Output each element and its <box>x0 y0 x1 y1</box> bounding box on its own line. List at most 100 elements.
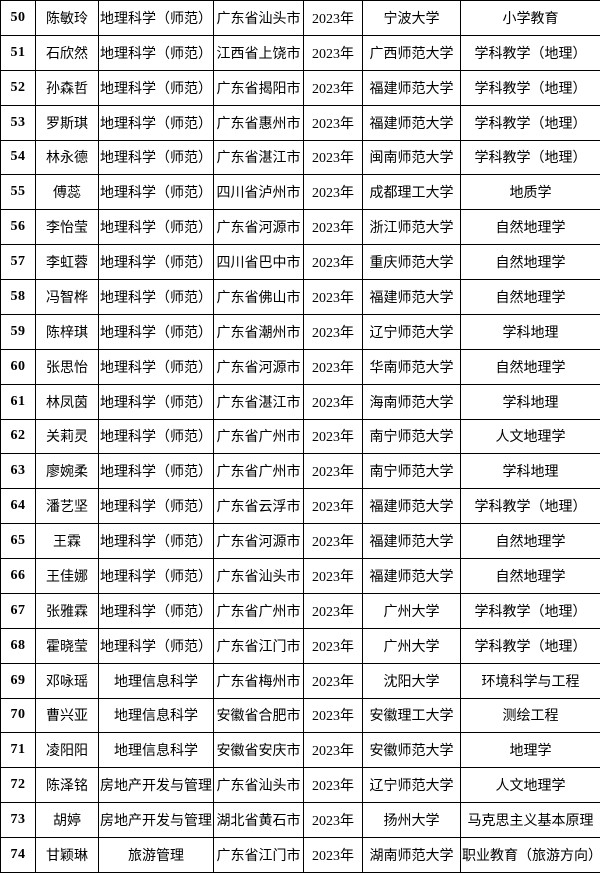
origin-city-cell: 广东省广州市 <box>213 453 304 490</box>
origin-city-cell: 广东省梅州市 <box>213 662 304 699</box>
major-cell: 地理科学（师范） <box>98 418 214 455</box>
student-name-cell: 李虹蓉 <box>35 244 99 280</box>
university-cell: 南宁师范大学 <box>362 418 461 455</box>
program-cell: 自然地理学 <box>460 348 600 385</box>
student-name-cell: 石欣然 <box>35 34 99 71</box>
university-cell: 宁波大学 <box>362 0 461 36</box>
row-number-cell: 74 <box>0 837 36 873</box>
row-number-cell: 69 <box>0 662 36 699</box>
table-row: 59 陈梓琪 地理科学（师范） 广东省潮州市 2023年 辽宁师范大学 学科地理 <box>0 313 600 350</box>
origin-city-cell: 广东省河源市 <box>213 523 304 559</box>
row-number-cell: 59 <box>0 313 36 350</box>
major-cell: 地理科学（师范） <box>98 558 214 594</box>
origin-city-cell: 广东省云浮市 <box>213 488 304 525</box>
table-row: 57 李虹蓉 地理科学（师范） 四川省巴中市 2023年 重庆师范大学 自然地理学 <box>0 244 600 280</box>
table-row: 70 曹兴亚 地理信息科学 安徽省合肥市 2023年 安徽理工大学 测绘工程 <box>0 697 600 734</box>
table-row: 72 陈泽铭 房地产开发与管理 广东省汕头市 2023年 辽宁师范大学 人文地理学 <box>0 767 600 804</box>
table-row: 54 林永德 地理科学（师范） 广东省湛江市 2023年 闽南师范大学 学科教学（地理） <box>0 139 600 176</box>
year-cell: 2023年 <box>303 244 363 280</box>
student-name-cell: 李怡莹 <box>35 209 99 246</box>
university-cell: 湖南师范大学 <box>362 837 461 873</box>
university-cell: 辽宁师范大学 <box>362 313 461 350</box>
year-cell: 2023年 <box>303 732 363 769</box>
major-cell: 地理科学（师范） <box>98 34 214 71</box>
origin-city-cell: 广东省汕头市 <box>213 767 304 804</box>
table-row: 74 甘颖琳 旅游管理 广东省江门市 2023年 湖南师范大学 职业教育（旅游方向） <box>0 837 600 873</box>
program-cell: 学科教学（地理） <box>460 488 600 525</box>
university-cell: 闽南师范大学 <box>362 139 461 176</box>
origin-city-cell: 广东省湛江市 <box>213 139 304 176</box>
row-number-cell: 68 <box>0 627 36 664</box>
table-row: 61 林凤茵 地理科学（师范） 广东省湛江市 2023年 海南师范大学 学科地理 <box>0 383 600 420</box>
major-cell: 地理科学（师范） <box>98 279 214 315</box>
university-cell: 成都理工大学 <box>362 174 461 211</box>
table-row: 63 廖婉柔 地理科学（师范） 广东省广州市 2023年 南宁师范大学 学科地理 <box>0 453 600 490</box>
origin-city-cell: 广东省汕头市 <box>213 0 304 36</box>
university-cell: 重庆师范大学 <box>362 244 461 280</box>
table-row: 51 石欣然 地理科学（师范） 江西省上饶市 2023年 广西师范大学 学科教学（地理） <box>0 34 600 71</box>
row-number-cell: 54 <box>0 139 36 176</box>
row-number-cell: 56 <box>0 209 36 246</box>
row-number-cell: 53 <box>0 104 36 141</box>
year-cell: 2023年 <box>303 453 363 490</box>
student-name-cell: 凌阳阳 <box>35 732 99 769</box>
university-cell: 福建师范大学 <box>362 523 461 559</box>
major-cell: 房地产开发与管理 <box>98 802 214 838</box>
student-name-cell: 孙森哲 <box>35 69 99 106</box>
year-cell: 2023年 <box>303 209 363 246</box>
university-cell: 辽宁师范大学 <box>362 767 461 804</box>
university-cell: 浙江师范大学 <box>362 209 461 246</box>
major-cell: 地理科学（师范） <box>98 244 214 280</box>
university-cell: 福建师范大学 <box>362 488 461 525</box>
program-cell: 自然地理学 <box>460 558 600 594</box>
origin-city-cell: 安徽省安庆市 <box>213 732 304 769</box>
year-cell: 2023年 <box>303 592 363 629</box>
major-cell: 地理科学（师范） <box>98 313 214 350</box>
university-cell: 华南师范大学 <box>362 348 461 385</box>
major-cell: 地理科学（师范） <box>98 0 214 36</box>
table-row: 66 王佳娜 地理科学（师范） 广东省汕头市 2023年 福建师范大学 自然地理学 <box>0 558 600 594</box>
university-cell: 扬州大学 <box>362 802 461 838</box>
major-cell: 地理科学（师范） <box>98 488 214 525</box>
table-row: 62 关莉灵 地理科学（师范） 广东省广州市 2023年 南宁师范大学 人文地理学 <box>0 418 600 455</box>
program-cell: 学科教学（地理） <box>460 34 600 71</box>
year-cell: 2023年 <box>303 488 363 525</box>
program-cell: 学科教学（地理） <box>460 69 600 106</box>
student-name-cell: 潘艺坚 <box>35 488 99 525</box>
row-number-cell: 63 <box>0 453 36 490</box>
major-cell: 地理科学（师范） <box>98 523 214 559</box>
year-cell: 2023年 <box>303 0 363 36</box>
university-cell: 沈阳大学 <box>362 662 461 699</box>
row-number-cell: 50 <box>0 0 36 36</box>
year-cell: 2023年 <box>303 348 363 385</box>
table-row: 60 张思怡 地理科学（师范） 广东省河源市 2023年 华南师范大学 自然地理学 <box>0 348 600 385</box>
program-cell: 马克思主义基本原理 <box>460 802 600 838</box>
student-name-cell: 林永德 <box>35 139 99 176</box>
year-cell: 2023年 <box>303 662 363 699</box>
row-number-cell: 66 <box>0 558 36 594</box>
table-row: 53 罗斯琪 地理科学（师范） 广东省惠州市 2023年 福建师范大学 学科教学（地理） <box>0 104 600 141</box>
table-row: 71 凌阳阳 地理信息科学 安徽省安庆市 2023年 安徽师范大学 地理学 <box>0 732 600 769</box>
program-cell: 自然地理学 <box>460 209 600 246</box>
year-cell: 2023年 <box>303 279 363 315</box>
row-number-cell: 61 <box>0 383 36 420</box>
year-cell: 2023年 <box>303 837 363 873</box>
program-cell: 地质学 <box>460 174 600 211</box>
program-cell: 测绘工程 <box>460 697 600 734</box>
origin-city-cell: 广东省潮州市 <box>213 313 304 350</box>
year-cell: 2023年 <box>303 104 363 141</box>
major-cell: 地理科学（师范） <box>98 592 214 629</box>
university-cell: 福建师范大学 <box>362 104 461 141</box>
table-row: 56 李怡莹 地理科学（师范） 广东省河源市 2023年 浙江师范大学 自然地理学 <box>0 209 600 246</box>
university-cell: 海南师范大学 <box>362 383 461 420</box>
major-cell: 地理科学（师范） <box>98 174 214 211</box>
origin-city-cell: 江西省上饶市 <box>213 34 304 71</box>
student-name-cell: 陈泽铭 <box>35 767 99 804</box>
program-cell: 职业教育（旅游方向） <box>460 837 600 873</box>
row-number-cell: 58 <box>0 279 36 315</box>
origin-city-cell: 湖北省黄石市 <box>213 802 304 838</box>
student-name-cell: 邓咏瑶 <box>35 662 99 699</box>
major-cell: 地理科学（师范） <box>98 627 214 664</box>
program-cell: 学科教学（地理） <box>460 592 600 629</box>
